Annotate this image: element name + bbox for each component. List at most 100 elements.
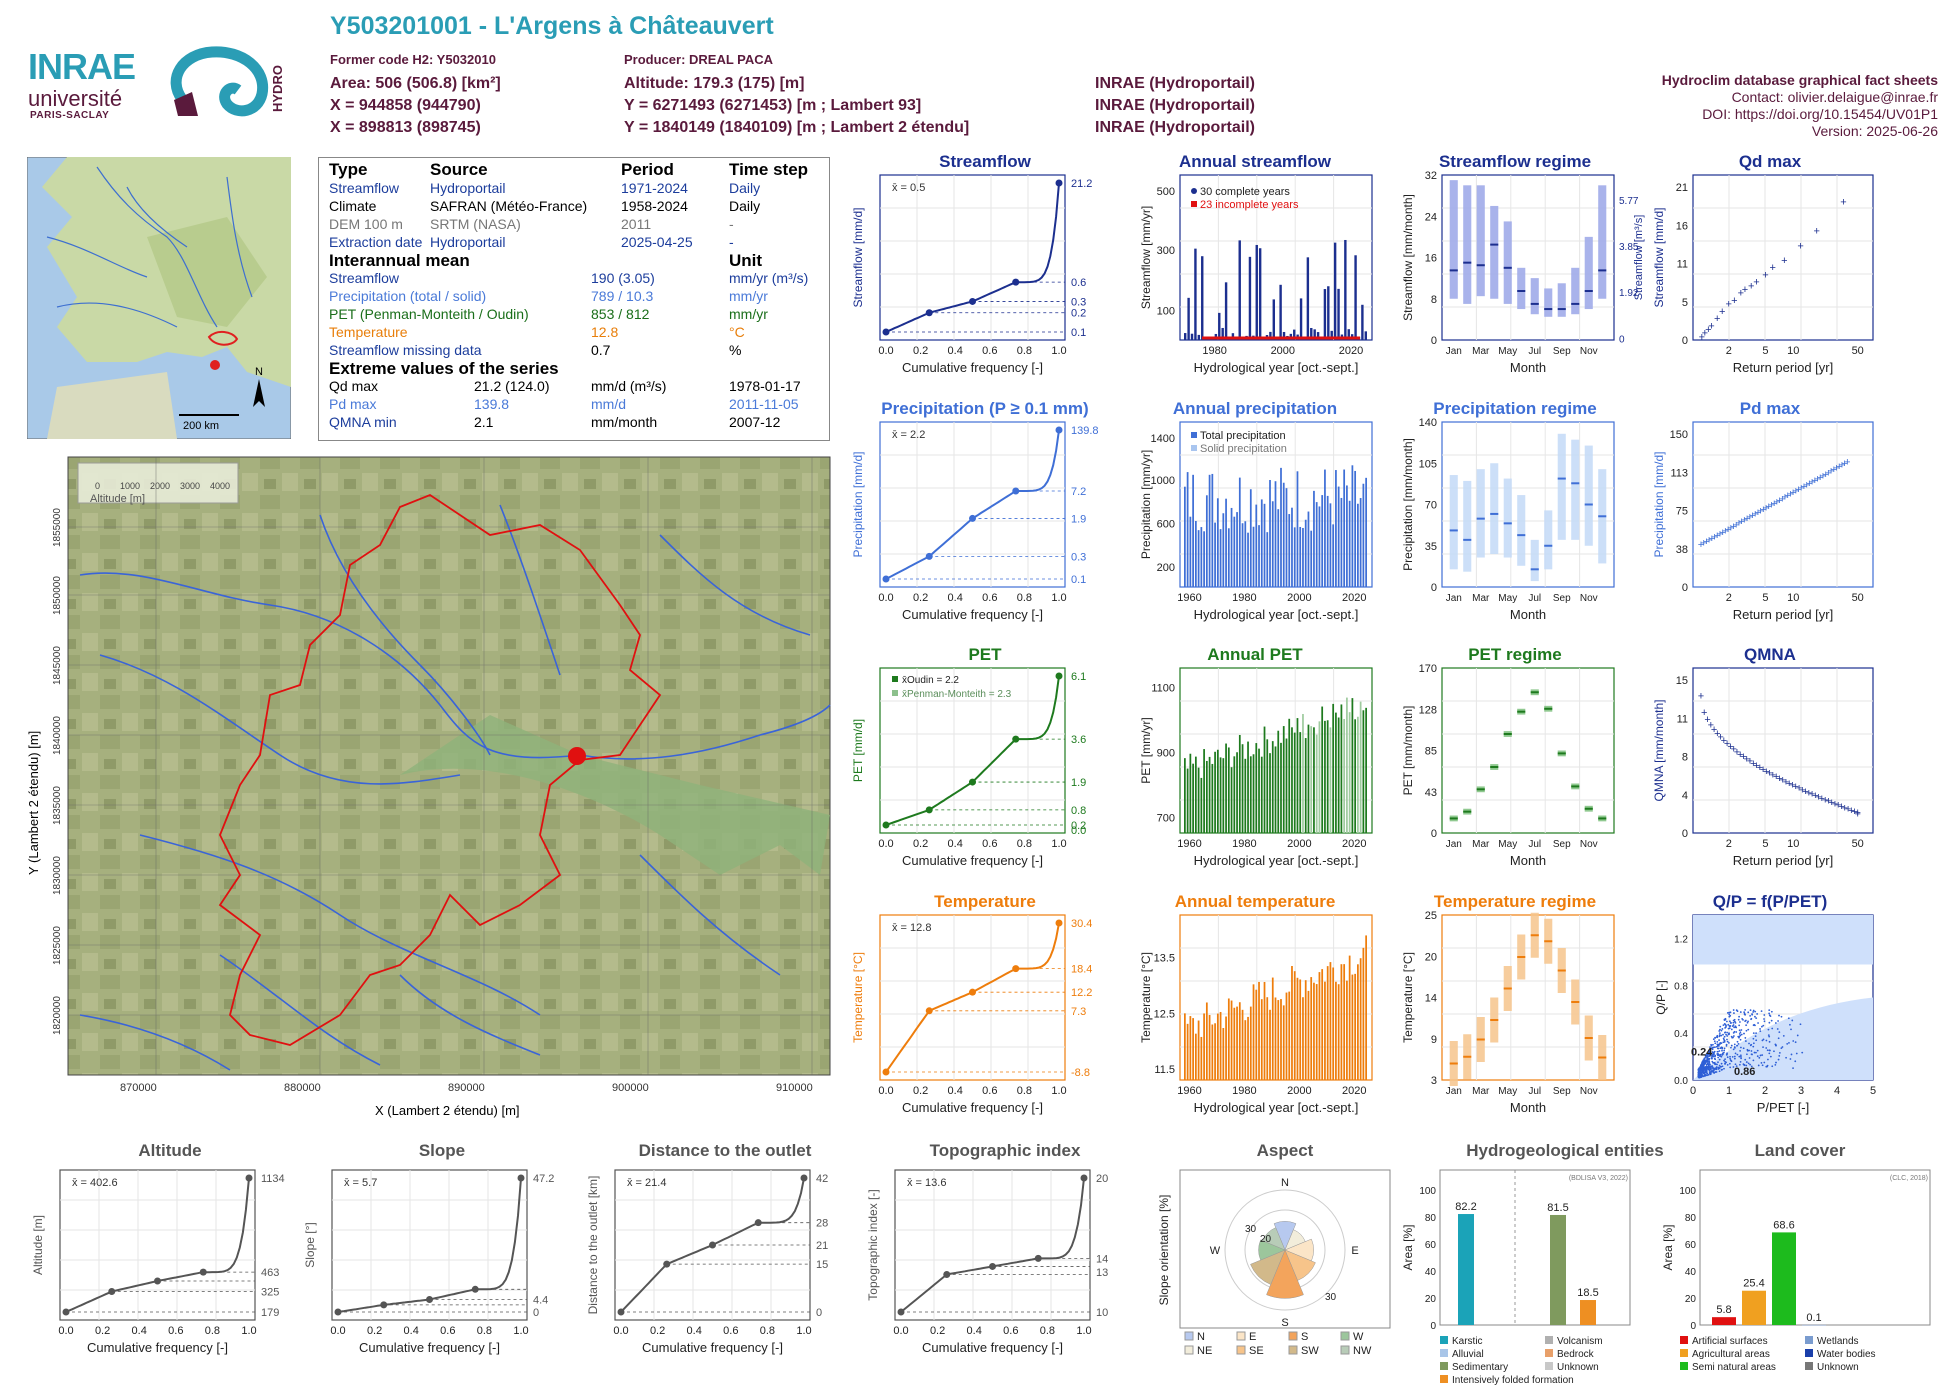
qp-point bbox=[1718, 1058, 1721, 1061]
return-point: + bbox=[1828, 466, 1834, 478]
qp-point bbox=[1711, 1069, 1713, 1072]
right-tick-label: 13 bbox=[1096, 1267, 1108, 1279]
annual-bar bbox=[1208, 756, 1211, 833]
x-tick-label: 0.8 bbox=[1017, 345, 1032, 357]
qp-point bbox=[1713, 1050, 1716, 1053]
return-point: + bbox=[1709, 533, 1715, 545]
return-point: + bbox=[1795, 484, 1801, 496]
mean-value: 853 / 812 bbox=[591, 306, 650, 322]
x-tick-label: May bbox=[1498, 593, 1517, 604]
legend-label: E bbox=[1249, 1331, 1256, 1343]
return-point: + bbox=[1783, 776, 1789, 788]
qp-point bbox=[1760, 1025, 1763, 1028]
legend-label: N bbox=[1197, 1331, 1205, 1343]
right-tick-label: 10 bbox=[1096, 1307, 1108, 1319]
qp-point bbox=[1792, 1067, 1794, 1070]
qp-point bbox=[1701, 1068, 1704, 1071]
y-axis-label: Streamflow [mm/yr] bbox=[1139, 206, 1153, 309]
return-point: + bbox=[1844, 457, 1850, 469]
annual-bar bbox=[1238, 734, 1241, 833]
annual-bar bbox=[1269, 331, 1272, 340]
y-tick-label: 16 bbox=[1425, 253, 1437, 265]
qp-point bbox=[1726, 1053, 1728, 1056]
annual-bar bbox=[1194, 756, 1197, 833]
annual-bar bbox=[1315, 734, 1318, 833]
annual-bar bbox=[1200, 527, 1203, 587]
qp-point bbox=[1755, 1032, 1757, 1035]
x-tick-label: 0.2 bbox=[95, 1325, 110, 1337]
qp-point bbox=[1799, 1023, 1802, 1026]
row-step: Daily bbox=[729, 180, 761, 196]
annual-bar bbox=[1288, 718, 1291, 833]
return-point: + bbox=[1848, 805, 1854, 817]
return-point: + bbox=[1822, 794, 1828, 806]
qp-high-band bbox=[1693, 915, 1873, 965]
qp-point bbox=[1716, 1036, 1719, 1039]
x-tick-label: 5 bbox=[1762, 345, 1768, 357]
annual-bar bbox=[1201, 256, 1204, 340]
y-tick-label: 200 bbox=[1157, 562, 1175, 574]
return-point: + bbox=[1790, 487, 1796, 499]
row-type: Streamflow bbox=[329, 180, 400, 196]
return-point: + bbox=[1779, 775, 1785, 787]
qp-point bbox=[1792, 1040, 1795, 1042]
x-tick-label: 0.2 bbox=[367, 1325, 382, 1337]
annual-bar bbox=[1189, 753, 1192, 833]
legend-label: Total precipitation bbox=[1200, 430, 1286, 442]
panel-title: QMNA bbox=[1744, 645, 1796, 664]
annual-bar bbox=[1335, 470, 1337, 587]
return-point: + bbox=[1812, 475, 1818, 487]
annual-bar bbox=[1332, 524, 1335, 587]
return-point: + bbox=[1748, 280, 1754, 292]
legend-label: NW bbox=[1353, 1345, 1372, 1357]
legend-label: Bedrock bbox=[1557, 1349, 1595, 1360]
annual-bar bbox=[1274, 746, 1277, 833]
return-point: + bbox=[1768, 499, 1774, 511]
return-point: + bbox=[1776, 495, 1782, 507]
y-axis-label: Precipitation [mm/d] bbox=[1652, 451, 1666, 557]
annual-bar bbox=[1271, 501, 1274, 587]
annual-bar bbox=[1299, 979, 1302, 1080]
qp-point bbox=[1705, 1054, 1708, 1057]
annual-bar bbox=[1313, 329, 1316, 340]
annual-bar bbox=[1241, 744, 1244, 833]
qp-point bbox=[1732, 1066, 1735, 1068]
qp-point bbox=[1720, 1034, 1723, 1037]
database-meta: Hydroclim database graphical fact sheets… bbox=[1662, 72, 1938, 140]
qp-point bbox=[1725, 1044, 1728, 1047]
return-point: + bbox=[1806, 478, 1812, 490]
y-axis-label: Area [%] bbox=[1661, 1224, 1675, 1270]
x-tick-label: 0.0 bbox=[878, 345, 893, 357]
right-tick-label: 4.4 bbox=[533, 1295, 548, 1307]
annual-bar bbox=[1359, 958, 1362, 1080]
mean-unit: % bbox=[729, 342, 742, 358]
qp-point bbox=[1796, 1034, 1799, 1037]
x-axis-label: P/PET [-] bbox=[1757, 1100, 1810, 1115]
annual-bar bbox=[1249, 489, 1252, 587]
legend-marker bbox=[1288, 1345, 1298, 1355]
legend-label: Unknown bbox=[1817, 1362, 1859, 1373]
y-axis-label: Slope [°] bbox=[303, 1222, 317, 1268]
annual-bar bbox=[1346, 697, 1348, 833]
x-tick-label: 0.2 bbox=[913, 838, 928, 850]
qp-point bbox=[1750, 1017, 1753, 1020]
legend-marker bbox=[1680, 1362, 1688, 1370]
annual-bar bbox=[1318, 721, 1321, 833]
annual-bar bbox=[1186, 1023, 1189, 1080]
rose-tick: 20 bbox=[1260, 1234, 1272, 1245]
x-tick-label: 50 bbox=[1852, 592, 1864, 604]
svg-text:3000: 3000 bbox=[180, 481, 200, 491]
mean-label: x̄ = 402.6 bbox=[72, 1177, 118, 1189]
mean-value: 789 / 10.3 bbox=[591, 288, 654, 304]
return-point: + bbox=[1833, 463, 1839, 475]
regime-box bbox=[1598, 185, 1607, 299]
y-tick-label: 700 bbox=[1157, 813, 1175, 825]
rose-label: E bbox=[1351, 1245, 1358, 1257]
qp-point bbox=[1747, 1062, 1750, 1065]
annual-bar bbox=[1332, 703, 1335, 833]
qp-point bbox=[1750, 1043, 1753, 1046]
area: Area: 506 (506.8) [km²] bbox=[330, 75, 501, 92]
qp-point bbox=[1790, 1053, 1793, 1056]
annual-bar bbox=[1343, 964, 1346, 1080]
x-axis-label: Month bbox=[1510, 607, 1546, 622]
